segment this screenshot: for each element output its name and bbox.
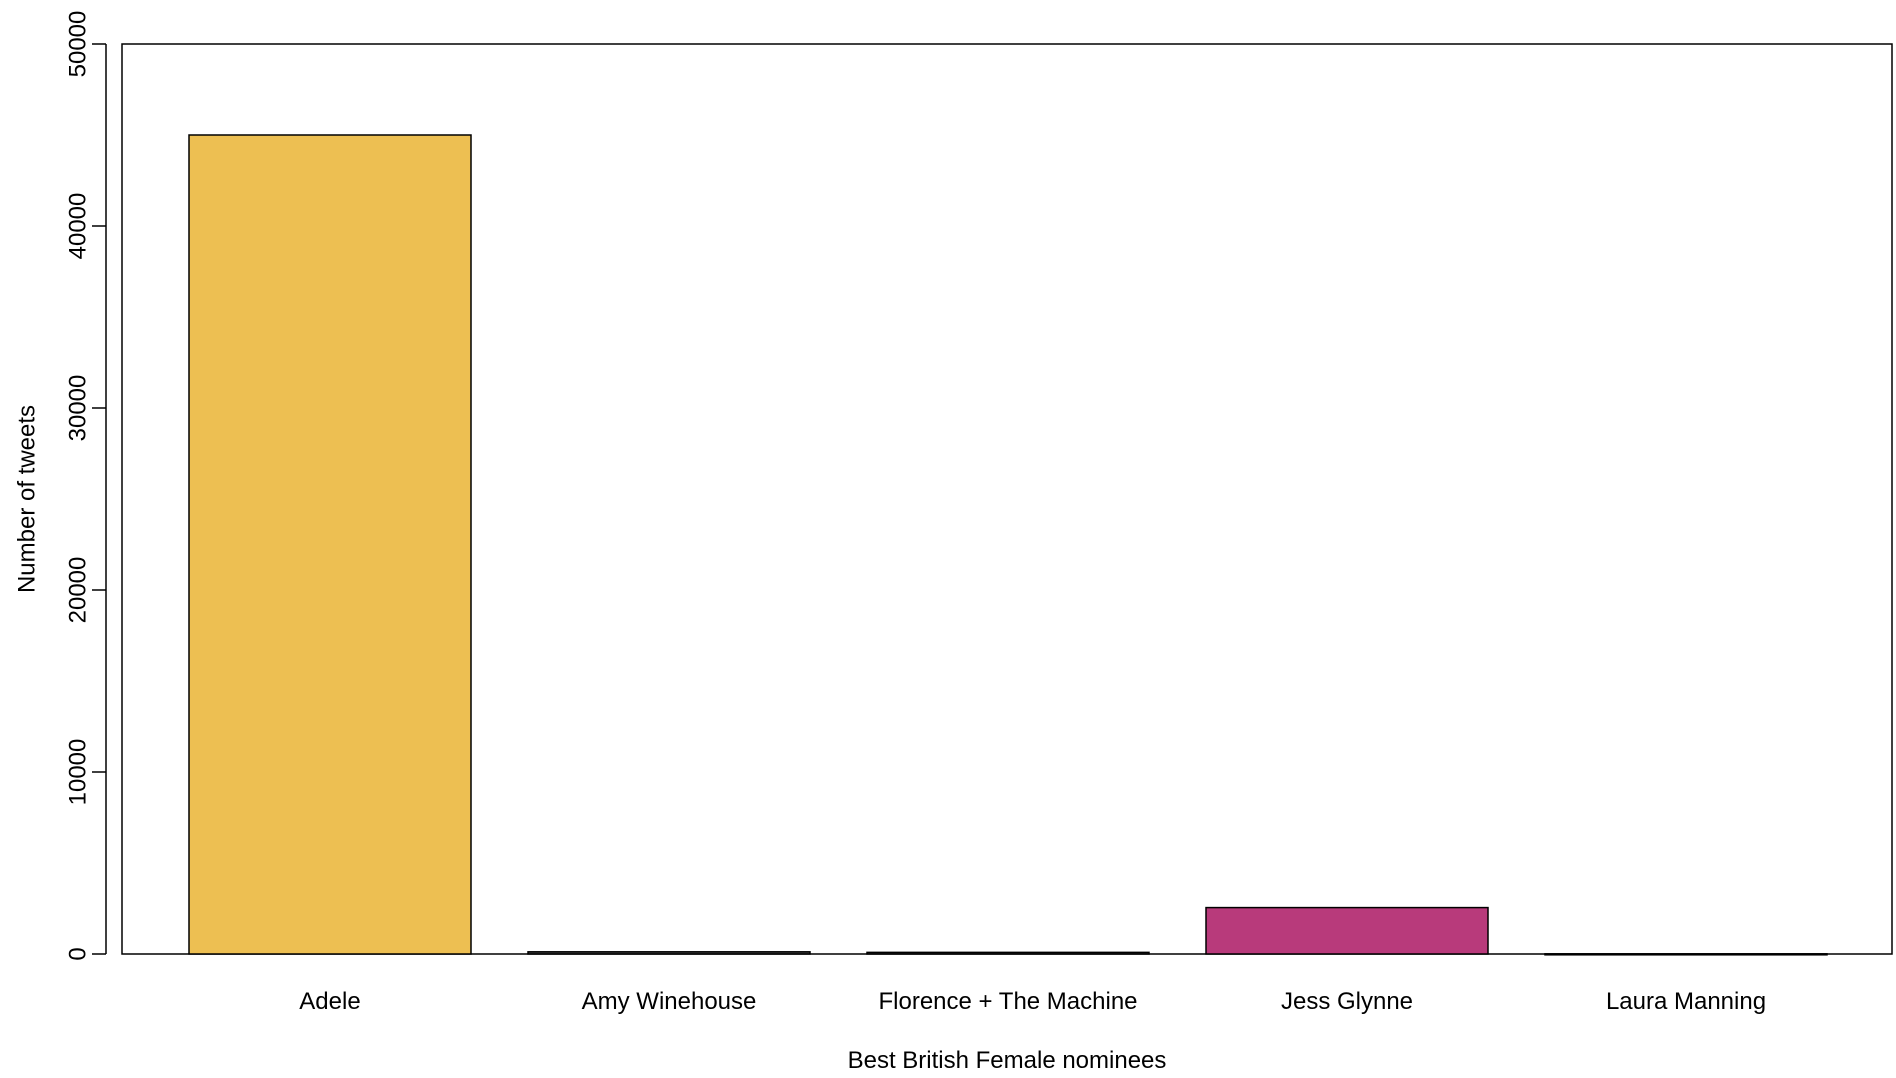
- x-tick-label: Adele: [299, 988, 360, 1015]
- x-tick-label: Jess Glynne: [1281, 988, 1413, 1015]
- y-axis: 0 10000 20000 30000 40000 50000: [65, 11, 107, 961]
- y-tick-label: 10000: [65, 739, 92, 806]
- x-axis-labels: Adele Amy Winehouse Florence + The Machine…: [299, 988, 1766, 1015]
- x-tick-label: Amy Winehouse: [582, 988, 757, 1015]
- y-tick-label: 40000: [65, 193, 92, 260]
- y-tick-label: 50000: [65, 11, 92, 78]
- y-tick-label: 0: [65, 947, 92, 960]
- x-axis-title: Best British Female nominees: [848, 1047, 1167, 1073]
- y-tick-label: 30000: [65, 375, 92, 442]
- bar-florence-the-machine: [866, 951, 1150, 955]
- bars: [188, 134, 1828, 956]
- x-tick-label: Laura Manning: [1606, 988, 1766, 1015]
- bar-laura-manning: [1544, 953, 1828, 956]
- bar-amy-winehouse: [527, 951, 811, 955]
- y-axis-title: Number of tweets: [13, 405, 40, 593]
- bar-jess-glynne: [1205, 906, 1489, 955]
- y-tick-label: 20000: [65, 557, 92, 624]
- x-tick-label: Florence + The Machine: [878, 988, 1137, 1015]
- bar-adele: [188, 134, 472, 955]
